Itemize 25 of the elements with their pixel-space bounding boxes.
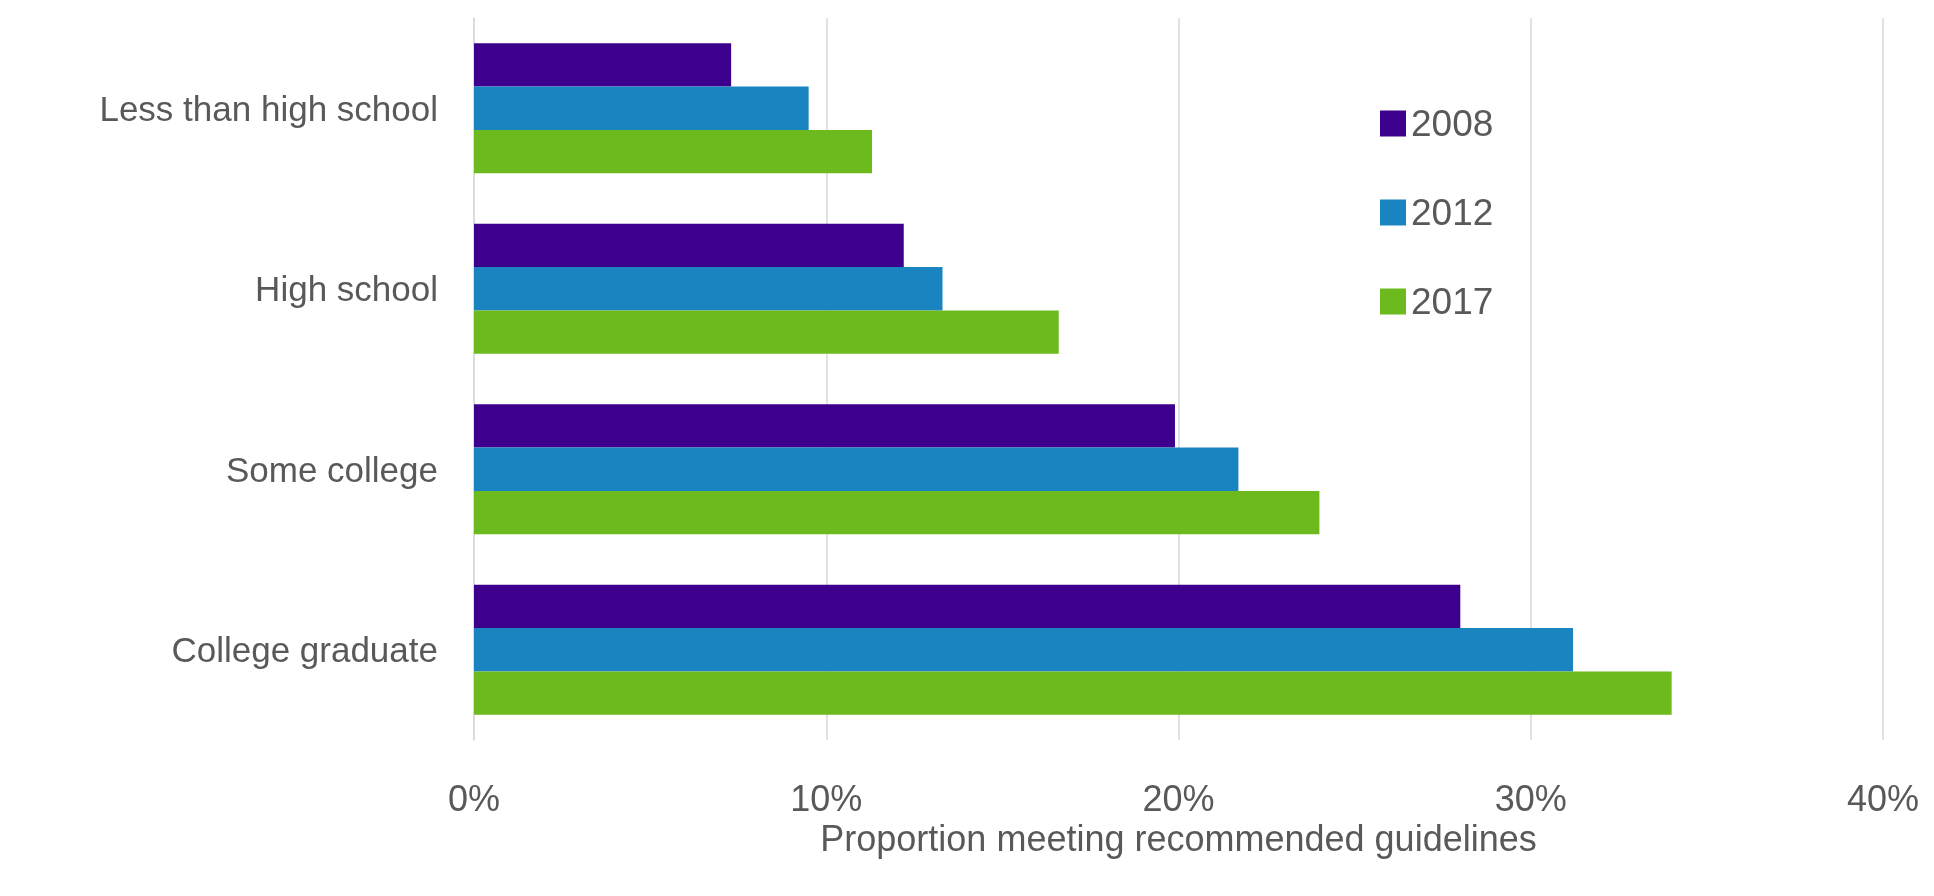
- x-tick-label: 0%: [447, 777, 501, 819]
- bar: [474, 490, 1320, 535]
- bar: [474, 43, 732, 87]
- bar: [474, 129, 873, 174]
- y-tick-label: College graduate: [171, 630, 438, 670]
- y-tick-label: High school: [255, 269, 438, 309]
- x-axis-title: Proportion meeting recommended guidelines: [820, 818, 1537, 860]
- x-tick-label: 30%: [1494, 777, 1567, 819]
- legend-label: 2012: [1411, 192, 1494, 233]
- x-tick-label: 20%: [1142, 777, 1215, 819]
- bar: [474, 671, 1672, 715]
- x-tick-label: 40%: [1846, 777, 1920, 819]
- bar: [474, 267, 943, 311]
- bar: [474, 404, 1175, 448]
- bar: [474, 447, 1239, 491]
- legend-label: 2008: [1411, 103, 1494, 144]
- y-tick-label: Less than high school: [99, 88, 438, 128]
- y-tick-label: Some college: [225, 449, 438, 489]
- bar: [474, 310, 1059, 354]
- legend-label: 2017: [1411, 281, 1494, 322]
- bar: [474, 584, 1461, 629]
- bar: [474, 223, 904, 268]
- bar: [474, 86, 809, 130]
- bar: [474, 628, 1574, 672]
- x-tick-label: 10%: [790, 777, 863, 819]
